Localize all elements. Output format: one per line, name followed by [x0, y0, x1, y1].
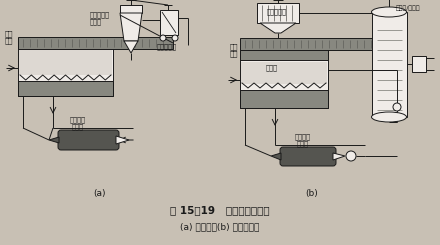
Text: 产品出口
加热器: 产品出口 加热器	[70, 116, 86, 130]
Text: (a) 开启式；(b) 封闭循环式: (a) 开启式；(b) 封闭循环式	[180, 222, 260, 232]
Text: 图 15－19   流化床干燥装置: 图 15－19 流化床干燥装置	[170, 205, 270, 215]
Text: (b): (b)	[306, 188, 319, 197]
FancyBboxPatch shape	[280, 147, 336, 166]
Bar	[241, 62, 327, 84]
Ellipse shape	[371, 7, 407, 17]
Bar	[240, 38, 383, 50]
Polygon shape	[49, 137, 59, 143]
Bar	[18, 38, 113, 96]
Bar	[240, 50, 328, 108]
Ellipse shape	[371, 112, 407, 122]
Polygon shape	[260, 23, 296, 33]
Text: 产品
入口: 产品 入口	[230, 43, 238, 57]
Bar	[257, 3, 299, 23]
Circle shape	[393, 103, 401, 111]
Polygon shape	[333, 153, 345, 160]
Polygon shape	[271, 153, 281, 160]
Text: 产品
进入: 产品 进入	[5, 30, 14, 44]
Bar	[412, 56, 426, 72]
Bar	[160, 10, 178, 35]
Bar	[240, 50, 328, 60]
Bar	[372, 12, 407, 117]
Polygon shape	[120, 13, 142, 41]
Text: 旋风分离器
流化床: 旋风分离器 流化床	[90, 11, 110, 25]
Text: 产品出口
加热器: 产品出口 加热器	[295, 133, 311, 147]
Polygon shape	[116, 136, 129, 144]
Bar	[19, 50, 112, 75]
Bar	[120, 5, 142, 13]
Bar	[18, 81, 113, 96]
FancyBboxPatch shape	[58, 130, 119, 150]
Text: 流化床: 流化床	[266, 65, 278, 71]
Circle shape	[346, 151, 356, 161]
Bar	[18, 37, 173, 49]
Text: 虚式烧燥器: 虚式烧燥器	[157, 44, 177, 50]
Text: (a): (a)	[94, 188, 106, 197]
Polygon shape	[124, 41, 138, 53]
Bar	[18, 38, 113, 48]
Circle shape	[160, 35, 166, 41]
Circle shape	[172, 35, 178, 41]
Bar	[240, 90, 328, 108]
Text: 流涤器/冷凝器: 流涤器/冷凝器	[396, 5, 420, 11]
Text: 袋式过滤器: 袋式过滤器	[267, 9, 287, 15]
